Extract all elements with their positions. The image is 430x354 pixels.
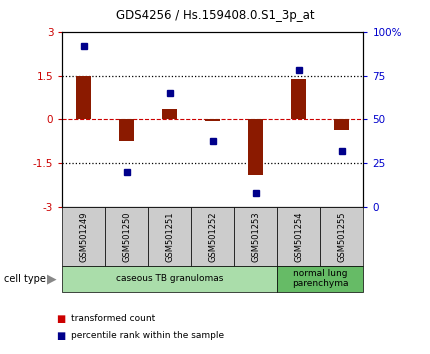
- Text: ▶: ▶: [47, 272, 56, 285]
- Bar: [292, 79, 306, 120]
- Text: caseous TB granulomas: caseous TB granulomas: [116, 274, 224, 283]
- Text: GDS4256 / Hs.159408.0.S1_3p_at: GDS4256 / Hs.159408.0.S1_3p_at: [116, 9, 314, 22]
- Text: GSM501250: GSM501250: [123, 211, 131, 262]
- Text: GSM501255: GSM501255: [338, 211, 346, 262]
- Text: GSM501253: GSM501253: [252, 211, 260, 262]
- Text: ■: ■: [56, 331, 65, 341]
- Text: ■: ■: [56, 314, 65, 324]
- Text: transformed count: transformed count: [71, 314, 155, 323]
- Text: GSM501252: GSM501252: [209, 211, 217, 262]
- Text: GSM501249: GSM501249: [80, 211, 88, 262]
- Bar: [206, 120, 220, 121]
- Text: GSM501251: GSM501251: [166, 211, 174, 262]
- Bar: [249, 120, 263, 175]
- Bar: [119, 120, 134, 141]
- Bar: [162, 109, 177, 120]
- Text: GSM501254: GSM501254: [295, 211, 303, 262]
- Text: cell type: cell type: [4, 274, 46, 284]
- Bar: [76, 76, 91, 120]
- Text: normal lung
parenchyma: normal lung parenchyma: [292, 269, 349, 289]
- Bar: [335, 120, 349, 130]
- Text: percentile rank within the sample: percentile rank within the sample: [71, 331, 224, 340]
